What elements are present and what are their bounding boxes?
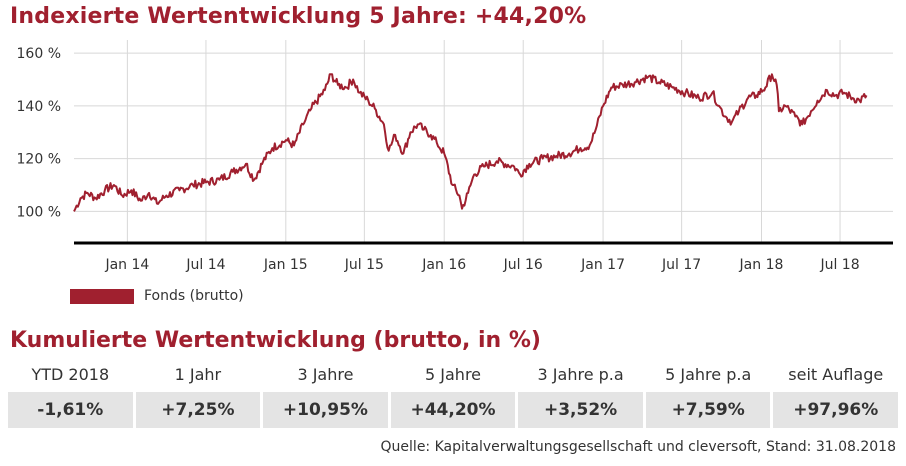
performance-value-cell: +3,52% — [518, 392, 643, 428]
legend-label: Fonds (brutto) — [144, 288, 244, 304]
x-tick-label: Jul 17 — [661, 257, 701, 273]
performance-value-cell: +7,59% — [645, 392, 771, 428]
x-tick-label: Jan 15 — [263, 257, 308, 273]
y-tick-label: 120 % — [17, 152, 61, 168]
performance-header-cell: 5 Jahre — [425, 365, 482, 384]
series-line — [73, 73, 868, 212]
x-tick-label: Jul 14 — [185, 257, 225, 273]
x-axis-tick-labels: Jan 14 Jul 14 Jan 15 Jul 15 Jan 16 Jul 16 Jan … — [104, 257, 859, 273]
x-tick-label: Jan 16 — [421, 257, 466, 273]
x-tick-label: Jul 15 — [344, 257, 384, 273]
chart-title: Indexierte Wertentwicklung 5 Jahre: +44,… — [10, 4, 587, 29]
y-tick-label: 100 % — [17, 204, 61, 220]
performance-values-row: -1,61% +7,25% +10,95% +44,20% +3,52% +7,59% +9… — [8, 392, 899, 428]
performance-value-cell: -1,61% — [8, 392, 133, 428]
performance-header-cell: 3 Jahre p.a — [537, 365, 624, 384]
performance-table-title: Kumulierte Wertentwicklung (brutto, in %… — [10, 328, 541, 353]
x-tick-label: Jan 17 — [580, 257, 625, 273]
performance-value-cell: +44,20% — [390, 392, 516, 428]
performance-header-cell: 3 Jahre — [297, 365, 354, 384]
performance-value-cell: +97,96% — [773, 392, 899, 428]
legend-swatch — [70, 288, 134, 304]
x-tick-label: Jul 18 — [819, 257, 859, 273]
y-axis-tick-labels: 100 % 120 % 140 % 160 % — [17, 46, 61, 220]
performance-value-cell: +10,95% — [263, 392, 388, 428]
x-tick-label: Jul 16 — [503, 257, 543, 273]
y-tick-label: 160 % — [17, 46, 61, 62]
performance-header-cell: YTD 2018 — [31, 365, 110, 384]
performance-header-cell: seit Auflage — [788, 365, 884, 384]
performance-value-cell: +7,25% — [135, 392, 261, 428]
gridlines — [74, 40, 893, 243]
source-note: Quelle: Kapitalverwaltungsgesellschaft u… — [380, 439, 896, 455]
performance-header-cell: 5 Jahre p.a — [665, 365, 752, 384]
y-tick-label: 140 % — [17, 99, 61, 115]
x-tick-label: Jan 14 — [104, 257, 149, 273]
performance-header-cell: 1 Jahr — [174, 365, 222, 384]
series-lines — [73, 73, 868, 212]
performance-header-row: YTD 2018 1 Jahr 3 Jahre 5 Jahre 3 Jahre p.a 5… — [8, 365, 898, 384]
performance-line-chart: 100 %120 %140 %160 % Jan 14 Jul 14 Jan 15 J… — [17, 40, 893, 273]
chart-legend: Fonds (brutto) — [70, 288, 244, 304]
x-tick-label: Jan 18 — [739, 257, 784, 273]
